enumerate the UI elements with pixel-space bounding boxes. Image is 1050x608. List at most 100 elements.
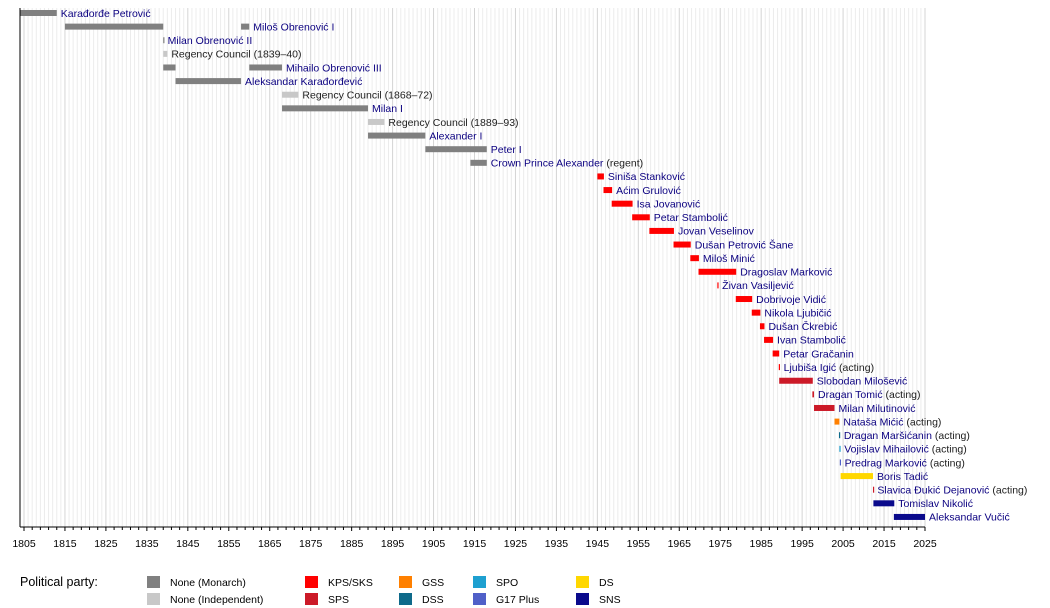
legend-swatch — [399, 593, 412, 605]
row-label: Dobrivoje Vidić — [756, 294, 826, 306]
tick-label: 1965 — [668, 538, 692, 550]
person-name: Dušan Petrović Šane — [695, 238, 794, 251]
legend-swatch — [576, 593, 589, 605]
person-name: Regency Council (1868–72) — [302, 90, 432, 102]
term-bar — [772, 350, 780, 357]
term-bar — [611, 200, 633, 207]
person-name: Dragoslav Marković — [740, 267, 832, 279]
term-bar — [282, 91, 299, 98]
person-name: Aleksandar Vučić — [929, 512, 1010, 524]
person-name: Slavica Đukić Dejanović — [877, 485, 989, 497]
legend-label: DSS — [422, 594, 444, 606]
person-name: Dragan Maršićanin — [844, 430, 932, 442]
row-label: Dragan Tomić (acting) — [818, 389, 921, 401]
term-bar — [470, 159, 487, 166]
term-bar — [603, 187, 613, 194]
person-name: Regency Council (1839–40) — [171, 49, 301, 61]
term-bar — [838, 432, 841, 439]
person-name: Dragan Tomić — [818, 389, 883, 401]
term-bar — [163, 64, 176, 71]
person-name: Boris Tadić — [877, 471, 928, 483]
term-bar — [778, 364, 780, 371]
tick-label: 1875 — [299, 538, 323, 550]
term-bar — [282, 105, 369, 112]
tick-label: 1955 — [627, 538, 651, 550]
tick-label: 1845 — [176, 538, 200, 550]
term-bars — [19, 10, 925, 520]
legend-swatch — [473, 593, 486, 605]
row-label: Aleksandar Karađorđević — [245, 76, 362, 88]
row-label: Nataša Mićić (acting) — [843, 416, 941, 428]
name-suffix: (acting) — [929, 444, 967, 456]
term-bar — [425, 146, 487, 153]
term-bar — [19, 10, 57, 16]
term-bar — [368, 132, 426, 139]
person-name: Vojislav Mihailović — [844, 444, 929, 456]
row-label: Predrag Marković (acting) — [845, 457, 965, 469]
tick-label: 1995 — [790, 538, 814, 550]
x-axis: 1805 1815 1825 1835 1845 1855 1865 1875 1885 1895… — [12, 8, 937, 550]
tick-label: 1805 — [12, 538, 36, 550]
term-bar — [812, 391, 815, 398]
row-label: Aćim Grulović — [616, 185, 681, 197]
tick-label: 1925 — [504, 538, 528, 550]
legend-label: SPS — [328, 594, 349, 606]
tick-label: 1975 — [709, 538, 733, 550]
person-name: Milan Obrenović II — [168, 35, 253, 47]
row-label: Tomislav Nikolić — [898, 498, 973, 510]
tick-label: 1915 — [463, 538, 487, 550]
legend-swatch — [147, 576, 160, 588]
tick-label: 1855 — [217, 538, 241, 550]
term-bar — [717, 282, 719, 289]
person-name: Dušan Čkrebić — [768, 320, 837, 333]
legend-label: SPO — [496, 577, 518, 589]
term-bar — [751, 309, 761, 316]
legend-swatch — [305, 593, 318, 605]
row-label: Peter I — [491, 144, 522, 156]
row-label: Petar Gračanin — [783, 348, 854, 360]
tick-label: 1815 — [53, 538, 77, 550]
person-name: Nataša Mićić — [843, 416, 903, 428]
term-bar — [735, 296, 753, 303]
person-name: Dobrivoje Vidić — [756, 294, 826, 306]
term-bar — [673, 241, 691, 248]
person-name: Ljubiša Igić — [784, 362, 837, 374]
legend-label: DS — [599, 577, 614, 589]
row-label: Slavica Đukić Dejanović (acting) — [877, 485, 1027, 497]
term-bar — [873, 500, 895, 507]
term-bar — [241, 23, 250, 30]
row-label: Regency Council (1889–93) — [388, 117, 518, 129]
term-bar — [872, 486, 875, 493]
legend-title: Political party: — [20, 575, 98, 589]
term-bar — [814, 404, 835, 411]
row-label: Dušan Petrović Šane — [695, 238, 794, 251]
row-label: Petar Stambolić — [654, 212, 728, 224]
term-bar — [649, 227, 674, 234]
row-label: Regency Council (1868–72) — [302, 90, 432, 102]
person-name: Milan Milutinović — [838, 403, 915, 415]
person-name: Nikola Ljubičić — [764, 307, 831, 319]
name-suffix: (acting) — [927, 457, 965, 469]
legend-label: G17 Plus — [496, 594, 539, 606]
person-name: Petar Stambolić — [654, 212, 728, 224]
term-bar — [764, 336, 774, 343]
term-bar — [249, 64, 283, 71]
legend-swatch — [147, 593, 160, 605]
legend-label: SNS — [599, 594, 621, 606]
person-name: Karađorđe Petrović — [61, 8, 151, 20]
row-label: Dragoslav Marković — [740, 267, 832, 279]
row-label: Jovan Veselinov — [678, 226, 755, 238]
term-bar — [893, 513, 925, 520]
person-name: Aleksandar Karađorđević — [245, 76, 362, 88]
person-name: Slobodan Milošević — [817, 376, 907, 388]
row-label: Milan Obrenović II — [168, 35, 253, 47]
name-suffix: (acting) — [932, 430, 970, 442]
tick-label: 1835 — [135, 538, 159, 550]
term-bar — [64, 23, 164, 30]
person-name: Crown Prince Alexander — [491, 158, 604, 170]
person-name: Jovan Veselinov — [678, 226, 755, 238]
legend-swatch — [576, 576, 589, 588]
row-label: Vojislav Mihailović (acting) — [844, 444, 967, 456]
